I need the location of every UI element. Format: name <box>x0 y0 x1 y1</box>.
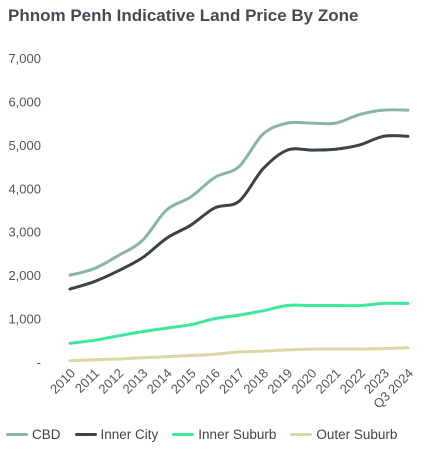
legend-swatch-inner-suburb <box>172 433 195 436</box>
x-tick-label: 2021 <box>313 366 344 397</box>
y-tick-label: 2,000 <box>8 268 41 283</box>
legend-label-outer-suburb: Outer Suburb <box>316 427 398 442</box>
series-line-inner-suburb <box>68 301 410 345</box>
chart-title: Phnom Penh Indicative Land Price By Zone <box>8 6 359 25</box>
legend-item-outer-suburb: Outer Suburb <box>290 427 397 442</box>
x-tick-label: 2015 <box>168 366 199 397</box>
y-tick-label: - <box>37 355 41 370</box>
legend-item-cbd: CBD <box>6 427 61 442</box>
legend-label-inner-city: Inner City <box>100 427 159 442</box>
x-tick-label: 2019 <box>264 366 295 397</box>
x-tick-label: 2014 <box>144 366 175 397</box>
y-tick-label: 4,000 <box>8 181 41 196</box>
x-tick-label: 2018 <box>240 366 271 397</box>
x-tick-label: 2012 <box>95 366 126 397</box>
x-tick-label: 2011 <box>72 366 102 396</box>
y-tick-label: 1,000 <box>8 312 41 327</box>
x-tick-label: 2016 <box>192 366 223 397</box>
y-tick-label: 7,000 <box>8 51 41 66</box>
legend-label-cbd: CBD <box>32 427 61 442</box>
legend: CBD Inner City Inner Suburb Outer Suburb <box>6 427 426 442</box>
legend-swatch-inner-city <box>74 433 97 436</box>
x-axis-ticks: 2010201120122013201420152016201720182019… <box>47 366 416 412</box>
y-tick-label: 3,000 <box>8 225 41 240</box>
x-tick-label: 2022 <box>337 366 368 397</box>
series-lines <box>68 108 410 363</box>
legend-item-inner-city: Inner City <box>74 427 159 442</box>
series-line-outer-suburb <box>68 346 410 363</box>
series-line-cbd <box>68 108 410 277</box>
y-tick-label: 6,000 <box>8 94 41 109</box>
series-line-inner-city <box>68 134 410 291</box>
x-tick-label: 2010 <box>47 366 78 397</box>
legend-swatch-cbd <box>6 433 28 436</box>
x-tick-label: 2013 <box>119 366 150 397</box>
x-tick-label: 2020 <box>288 366 319 397</box>
y-axis-ticks: - 1,000 2,000 3,000 4,000 5,000 6,000 7,000 <box>8 51 41 370</box>
legend-item-inner-suburb: Inner Suburb <box>172 427 276 442</box>
legend-label-inner-suburb: Inner Suburb <box>198 427 277 442</box>
legend-swatch-outer-suburb <box>290 433 313 436</box>
x-tick-label: 2017 <box>216 366 247 397</box>
y-tick-label: 5,000 <box>8 138 41 153</box>
line-chart: - 1,000 2,000 3,000 4,000 5,000 6,000 7,000 201… <box>8 51 416 412</box>
